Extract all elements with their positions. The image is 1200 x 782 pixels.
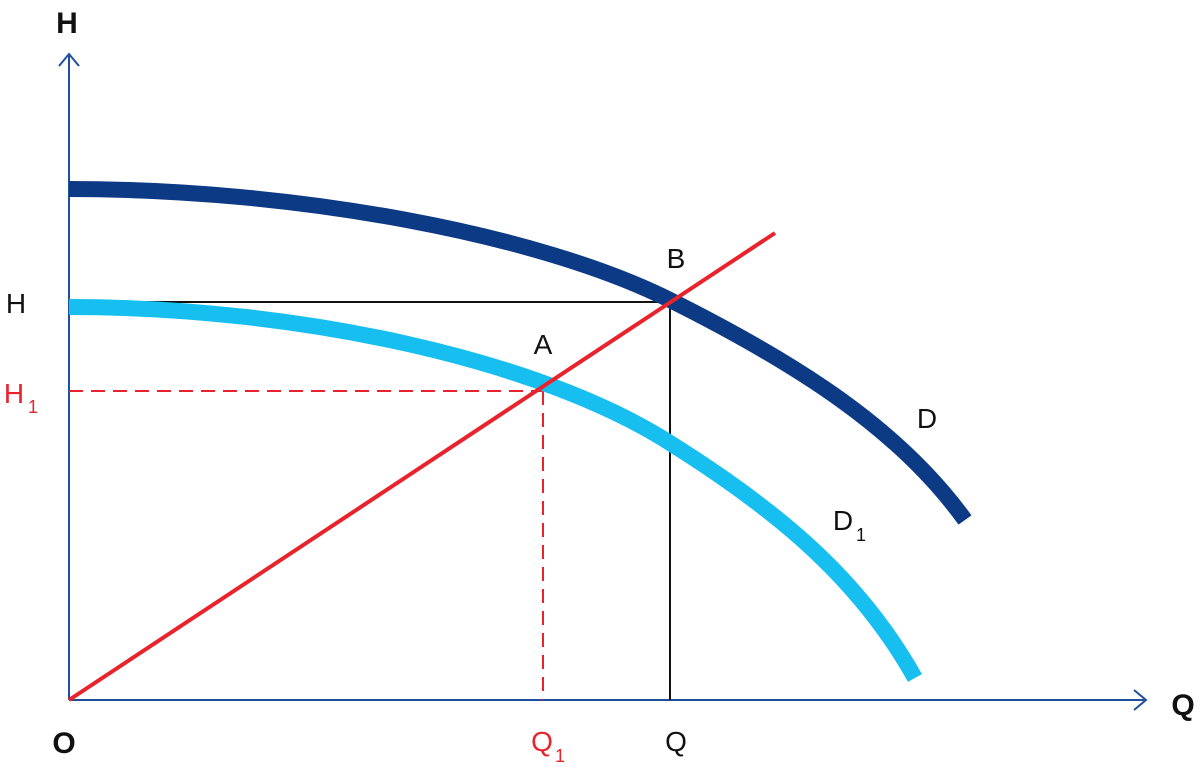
curve-d-label: D [917,403,937,434]
y-axis-arrowhead [58,52,80,67]
guide-lines [69,301,671,700]
axes [58,52,1148,711]
y-axis-label: H [56,7,78,40]
h1-subscript: 1 [28,397,38,417]
curve-d [68,181,972,525]
curve-d1 [68,299,922,682]
h1-main: H [4,378,24,409]
x-axis-arrowhead [1133,689,1148,711]
q1-subscript: 1 [555,746,565,766]
x-axis-label: Q [1171,689,1194,722]
h1-level-label: H [4,378,24,409]
q-level-label: Q [665,726,687,757]
curve-d1-subscript: 1 [856,525,866,545]
point-b-label: B [667,243,686,274]
h-level-label: H [6,288,26,319]
point-a-label: A [534,329,553,360]
curve-d1-label: D [833,505,853,536]
system-curve-line [67,231,777,702]
origin-label: O [52,727,75,760]
q1-level-label: Q [531,726,553,757]
